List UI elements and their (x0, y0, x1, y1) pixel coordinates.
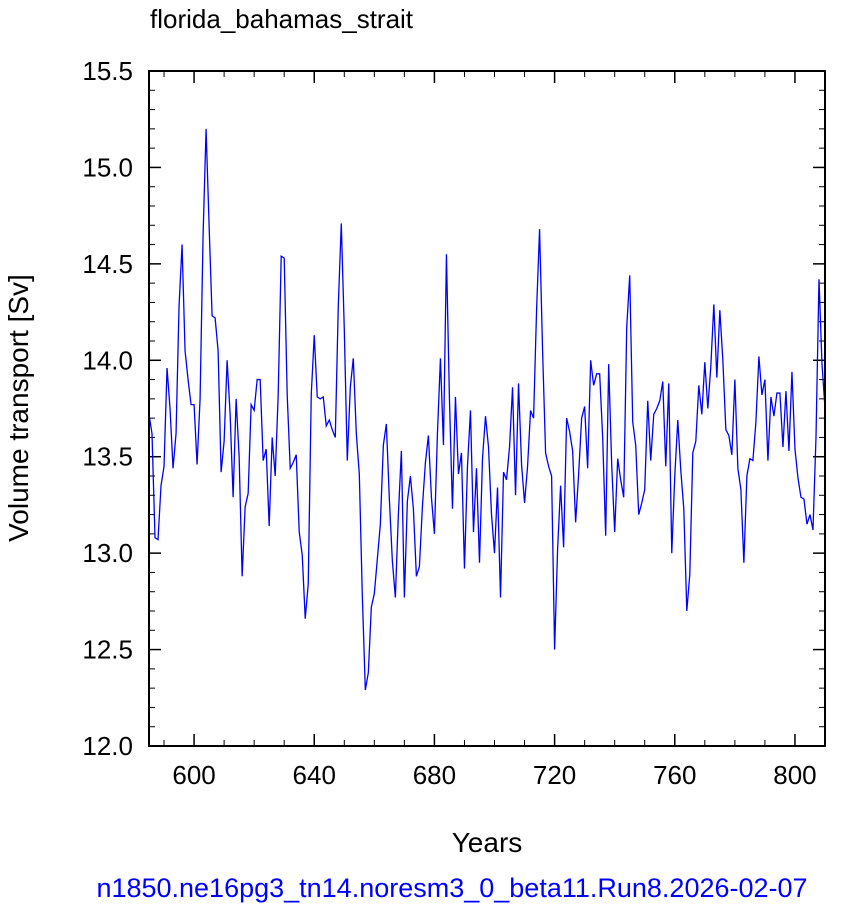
x-tick-label: 640 (293, 760, 336, 790)
x-tick-label: 760 (653, 760, 696, 790)
x-tick-label: 800 (773, 760, 816, 790)
y-tick-labels: 12.0 12.5 13.0 13.5 14.0 14.5 15.0 15.5 (82, 56, 133, 761)
x-tick-label: 720 (533, 760, 576, 790)
series-line (148, 128, 826, 691)
x-tick-label: 600 (172, 760, 215, 790)
chart-title: florida_bahamas_strait (150, 4, 414, 34)
x-tick-label: 680 (413, 760, 456, 790)
y-tick-label: 13.5 (82, 442, 133, 472)
x-axis-label: Years (452, 827, 523, 858)
y-tick-label: 14.0 (82, 345, 133, 375)
y-tick-label: 12.0 (82, 731, 133, 761)
run-id-footer: n1850.ne16pg3_tn14.noresm3_0_beta11.Run8… (96, 873, 807, 903)
y-tick-label: 15.5 (82, 56, 133, 86)
y-tick-label: 12.5 (82, 635, 133, 665)
y-tick-label: 15.0 (82, 152, 133, 182)
x-tick-labels: 600 640 680 720 760 800 (172, 760, 816, 790)
y-axis-label: Volume transport [Sv] (3, 274, 34, 542)
y-tick-label: 14.5 (82, 249, 133, 279)
plot-frame (148, 70, 826, 747)
y-tick-label: 13.0 (82, 538, 133, 568)
